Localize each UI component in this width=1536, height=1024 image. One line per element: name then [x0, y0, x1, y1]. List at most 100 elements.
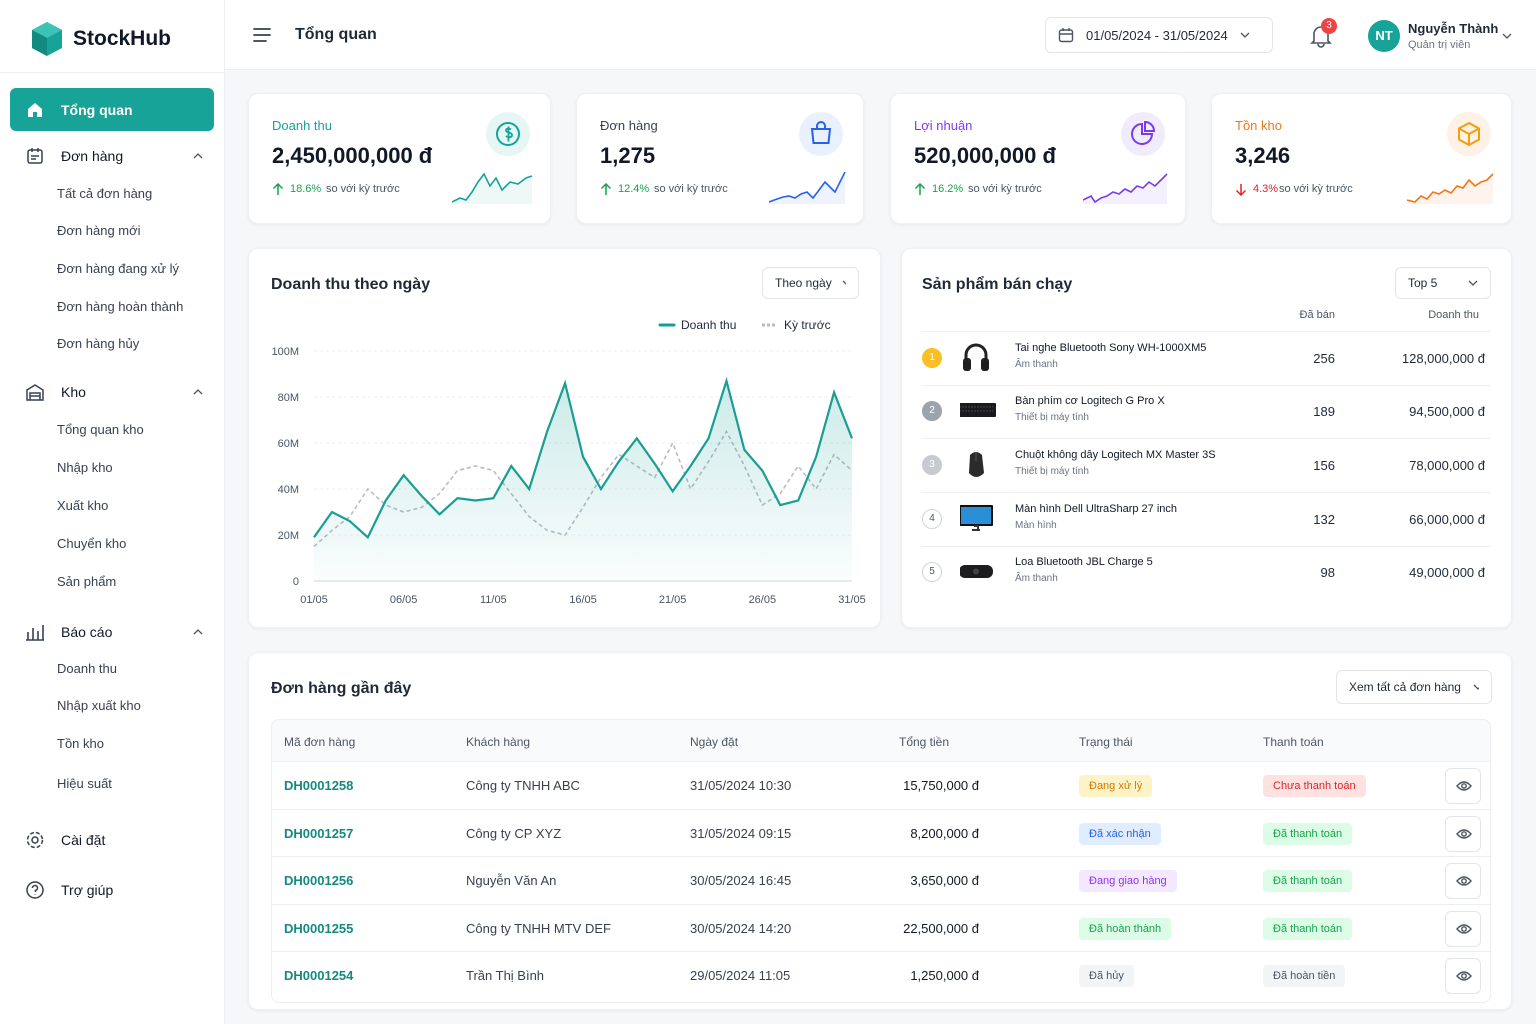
x-tick-label: 31/05: [838, 594, 866, 606]
view-button[interactable]: [1445, 768, 1481, 804]
nav-icon: [26, 625, 44, 641]
product-name[interactable]: Chuột không dây Logitech MX Master 3S: [1015, 449, 1216, 461]
customer: Trần Thị Bình: [466, 968, 545, 984]
menu-toggle[interactable]: [253, 28, 271, 42]
sparkline: [1083, 173, 1168, 204]
eye-icon: [1456, 924, 1472, 934]
nav-subitem[interactable]: Tồn kho: [57, 736, 104, 751]
nav-subitem[interactable]: Nhập kho: [57, 460, 113, 475]
view-button[interactable]: [1445, 815, 1481, 852]
nav-subitem[interactable]: Sản phẩm: [57, 574, 117, 589]
nav-subitem[interactable]: Chuyển kho: [57, 536, 127, 551]
nav-subitem[interactable]: Xuất kho: [57, 498, 109, 513]
order-row: DH0001258 Công ty TNHH ABC 31/05/2024 10:3…: [272, 762, 1490, 810]
nav-item[interactable]: Trợ giúp: [61, 882, 114, 898]
nav-subitem[interactable]: Doanh thu: [57, 661, 117, 676]
order-id[interactable]: DH0001254: [284, 968, 354, 984]
nav-active-bg[interactable]: [10, 88, 214, 131]
nav-chevron: [193, 389, 203, 395]
x-tick-label: 16/05: [569, 594, 597, 606]
order-id[interactable]: DH0001256: [284, 873, 354, 889]
status-badge: Đang giao hàng: [1079, 870, 1177, 893]
column-header: Doanh thu: [1428, 309, 1479, 321]
order-id[interactable]: DH0001255: [284, 920, 354, 936]
chevron: [842, 280, 846, 286]
order-date: 30/05/2024 16:45: [690, 873, 792, 889]
order-total: 8,200,000 đ: [910, 825, 979, 841]
nav-item[interactable]: Đơn hàng: [61, 148, 124, 164]
trend-arrow: [272, 183, 284, 195]
nav-item[interactable]: Tổng quan: [61, 102, 133, 118]
payment-badge: Đã thanh toán: [1263, 822, 1353, 845]
x-tick-label: 06/05: [390, 594, 418, 606]
kpi-compare: so với kỳ trước: [1279, 183, 1353, 195]
y-tick-label: 80M: [278, 392, 299, 404]
product-image: [960, 565, 993, 578]
divider: [922, 331, 1491, 332]
eye-icon: [1456, 828, 1472, 839]
customer: Công ty CP XYZ: [466, 825, 562, 841]
date-picker[interactable]: 01/05/2024 - 31/05/2024: [1045, 17, 1273, 53]
nav-subitem[interactable]: Tổng quan kho: [57, 422, 144, 437]
order-date: 30/05/2024 14:20: [690, 920, 792, 936]
user-role: Quản trị viên: [1408, 39, 1471, 51]
view-button[interactable]: [1445, 958, 1481, 995]
nav-item[interactable]: Báo cáo: [61, 624, 113, 640]
nav-item[interactable]: Cài đặt: [61, 832, 106, 848]
kpi-value: 1,275: [600, 143, 656, 168]
nav-chevron: [193, 629, 203, 635]
product-image: [963, 343, 989, 371]
product-sold: 256: [1313, 351, 1335, 366]
product-name[interactable]: Màn hình Dell UltraSharp 27 inch: [1015, 503, 1178, 515]
nav-subitem[interactable]: Đơn hàng đang xử lý: [57, 261, 180, 276]
nav-subitem[interactable]: Đơn hàng mới: [57, 223, 141, 238]
product-revenue: 66,000,000 đ: [1409, 512, 1485, 527]
order-id[interactable]: DH0001258: [284, 778, 354, 793]
order-date: 31/05/2024 09:15: [690, 825, 792, 841]
nav-item[interactable]: Kho: [61, 384, 86, 400]
view-button[interactable]: [1445, 863, 1481, 900]
status-badge: Đã xác nhận: [1079, 822, 1161, 845]
legend-label: Kỳ trước: [784, 318, 831, 332]
view-button[interactable]: [1445, 910, 1481, 947]
product-name[interactable]: Tai nghe Bluetooth Sony WH-1000XM5: [1015, 342, 1207, 354]
user-menu-chevron[interactable]: [1502, 33, 1512, 39]
payment-badge: Đã hoàn tiền: [1263, 965, 1346, 988]
nav-subitem[interactable]: Hiệu suất: [57, 776, 112, 791]
top-products-card: Sản phẩm bán chạy Top 5 Đã bán Doanh thu 1…: [901, 248, 1512, 628]
nav-subitem[interactable]: Đơn hàng hoàn thành: [57, 299, 184, 314]
product-name[interactable]: Loa Bluetooth JBL Charge 5: [1015, 556, 1153, 568]
kpi-label: Tồn kho: [1235, 118, 1282, 133]
nav-subitem[interactable]: Tất cả đơn hàng: [57, 186, 153, 201]
view-all-label: Xem tất cả đơn hàng: [1349, 680, 1461, 694]
order-date: 31/05/2024 10:30: [690, 778, 792, 793]
divider: [922, 385, 1491, 386]
trend-arrow: [1235, 184, 1247, 196]
chevron: [1468, 280, 1478, 286]
top-select[interactable]: Top 5: [1395, 267, 1491, 299]
kpi-label: Lợi nhuận: [914, 118, 973, 133]
nav-subitem[interactable]: Nhập xuất kho: [57, 698, 141, 713]
product-name[interactable]: Bàn phím cơ Logitech G Pro X: [1015, 395, 1165, 407]
trend-arrow: [914, 183, 926, 195]
customer: Nguyễn Văn An: [466, 873, 557, 889]
card-title: Sản phẩm bán chạy: [922, 276, 1073, 293]
column-header: Tổng tiền: [899, 735, 950, 749]
period-select[interactable]: Theo ngày: [762, 267, 859, 299]
divider: [0, 72, 225, 73]
nav-subitem[interactable]: Đơn hàng hủy: [57, 336, 140, 351]
order-id[interactable]: DH0001257: [284, 825, 354, 841]
y-tick-label: 60M: [278, 438, 299, 450]
order-total: 22,500,000 đ: [903, 920, 979, 936]
calendar-icon: [1058, 28, 1074, 43]
eye-icon: [1456, 781, 1472, 791]
avatar[interactable]: NT: [1368, 20, 1400, 52]
view-all-button[interactable]: Xem tất cả đơn hàng: [1336, 670, 1492, 704]
nav-icon: [26, 881, 44, 899]
order-row: DH0001254 Trần Thị Bình 29/05/2024 11:05 1,…: [272, 952, 1490, 1000]
sidebar: StockHub Tổng quan Đơn hàng Tất cả đơn hàn…: [0, 0, 225, 1024]
nav-icon: [26, 384, 44, 401]
x-tick-label: 21/05: [659, 594, 687, 606]
